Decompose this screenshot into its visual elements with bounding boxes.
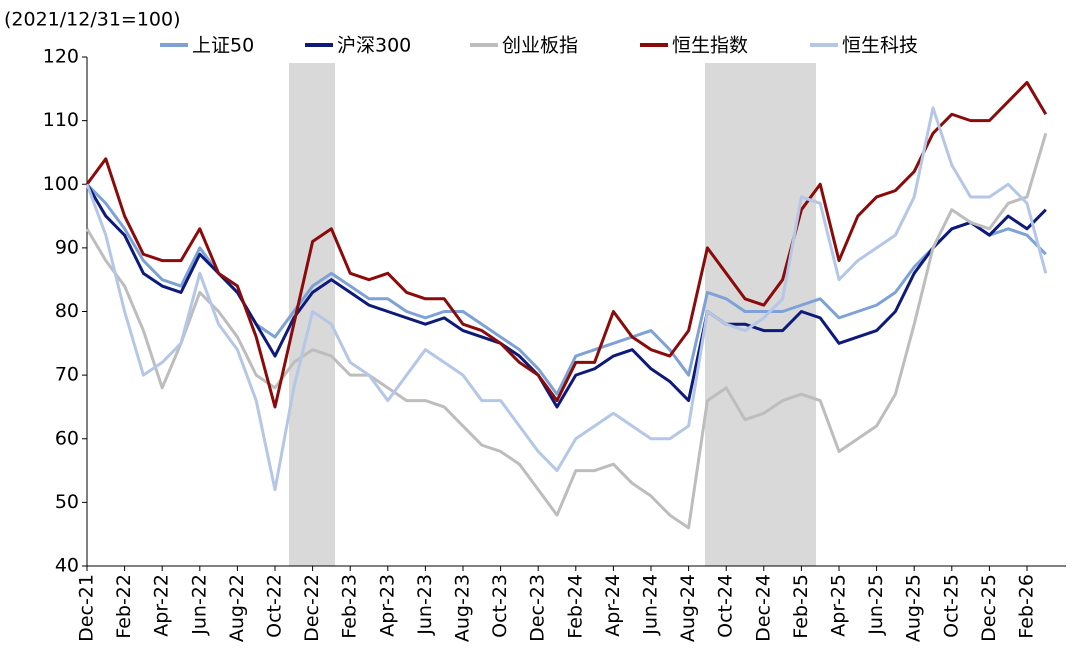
- legend-label: 创业板指: [502, 35, 578, 57]
- y-tick-label: 90: [55, 236, 79, 258]
- x-tick-label: Apr-25: [828, 574, 850, 637]
- x-tick-label: Jun-25: [865, 574, 887, 636]
- series-line: [85, 183, 1047, 396]
- x-tick-label: Jun-22: [188, 574, 210, 636]
- x-tick-label: Feb-24: [564, 574, 586, 639]
- x-tick-label: Oct-22: [264, 574, 286, 638]
- y-tick-label: 120: [43, 46, 79, 68]
- x-tick-label: Oct-24: [715, 574, 737, 638]
- x-tick-label: Aug-25: [903, 574, 925, 642]
- legend-label: 恒生科技: [842, 35, 918, 57]
- legend-label: 恒生指数: [672, 35, 748, 57]
- x-tick-label: Oct-25: [940, 574, 962, 638]
- x-tick-label: Dec-24: [752, 574, 774, 642]
- x-tick-label: Dec-23: [527, 574, 549, 642]
- series-line: [85, 132, 1048, 530]
- x-tick-label: Jun-24: [640, 574, 662, 636]
- subtitle: (2021/12/31=100): [4, 9, 181, 31]
- y-tick-label: 80: [55, 300, 79, 322]
- x-tick-label: Dec-22: [301, 574, 323, 642]
- x-tick-label: Feb-25: [790, 574, 812, 639]
- y-tick-label: 100: [43, 173, 79, 195]
- x-tick-label: Apr-22: [151, 574, 173, 637]
- x-tick-label: Dec-21: [76, 574, 98, 642]
- x-tick-label: Aug-22: [226, 574, 248, 642]
- x-tick-label: Feb-22: [113, 574, 135, 639]
- x-tick-label: Feb-23: [339, 574, 361, 639]
- x-tick-label: Apr-23: [376, 574, 398, 637]
- series-line: [85, 80, 1048, 409]
- series-line: [85, 106, 1048, 492]
- x-tick-label: Jun-23: [414, 574, 436, 636]
- y-tick-label: 110: [43, 109, 79, 131]
- x-tick-label: Aug-24: [677, 574, 699, 642]
- legend-label: 上证50: [192, 35, 254, 57]
- y-tick-label: 50: [55, 491, 79, 513]
- x-tick-label: Feb-26: [1016, 574, 1038, 639]
- y-tick-label: 40: [55, 555, 79, 577]
- y-tick-label: 60: [55, 427, 79, 449]
- x-tick-label: Aug-23: [452, 574, 474, 642]
- x-tick-label: Dec-25: [978, 574, 1000, 642]
- y-tick-label: 70: [55, 364, 79, 386]
- legend-label: 沪深300: [337, 35, 411, 57]
- x-tick-label: Oct-23: [489, 574, 511, 638]
- x-tick-label: Apr-24: [602, 574, 624, 637]
